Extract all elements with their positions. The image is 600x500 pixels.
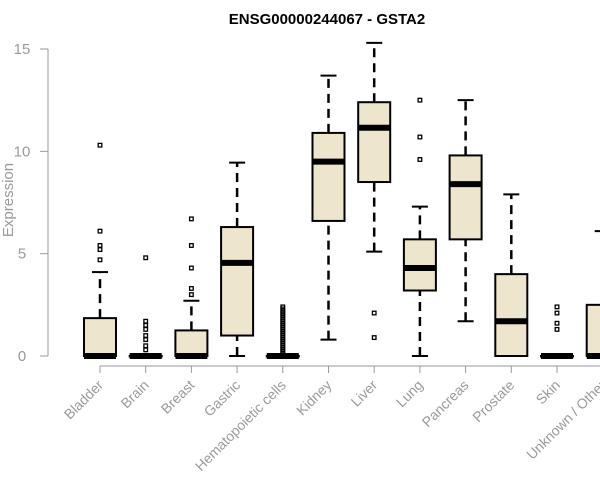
outlier-point (188, 286, 194, 291)
outlier-point (554, 320, 560, 326)
outlier-point (554, 326, 560, 332)
x-tick-label: Gastric (201, 377, 244, 420)
outlier-point (143, 347, 149, 353)
box (494, 273, 529, 357)
x-tick-label: Bladder (61, 377, 107, 423)
x-tick-label: Lung (393, 377, 426, 410)
outlier-point (280, 304, 286, 310)
outlier-point (188, 216, 194, 222)
outlier-point (554, 310, 560, 316)
outlier-point (143, 318, 149, 324)
y-tick-label: 5 (18, 246, 26, 263)
outlier-point (143, 337, 149, 343)
outlier-point (188, 265, 194, 271)
outlier-point (188, 292, 194, 298)
outlier-point (97, 247, 103, 253)
box (174, 329, 209, 357)
chart-title: ENSG00000244067 - GSTA2 (229, 11, 426, 28)
outlier-point (188, 243, 194, 248)
outlier-point (97, 228, 103, 234)
x-tick-label: Pancreas (419, 377, 472, 430)
box (585, 303, 600, 358)
box (357, 101, 392, 184)
outlier-point (143, 343, 149, 349)
outlier-point (417, 157, 423, 162)
box (402, 238, 437, 292)
y-axis-label: Expression (0, 163, 17, 237)
outlier-point (554, 304, 560, 310)
box (311, 131, 346, 222)
outlier-point (97, 243, 103, 248)
outlier-point (97, 257, 103, 263)
x-tick-label: Breast (158, 377, 198, 417)
outlier-point (143, 322, 149, 328)
outlier-point (417, 97, 423, 103)
box (83, 317, 117, 357)
outlier-point (143, 255, 149, 261)
outlier-point (371, 310, 377, 316)
x-tick-label: Liver (348, 377, 381, 410)
y-tick-label: 0 (18, 348, 26, 365)
plot-area: 0 5 10 15 Bladder Brain Breast GastricHematopoi… (14, 41, 600, 474)
x-tick-label: Kidney (293, 377, 335, 419)
outlier-point (371, 335, 377, 341)
outlier-point (97, 142, 103, 148)
box (220, 226, 255, 337)
x-tick-label: Skin (533, 377, 564, 408)
y-tick-label: 15 (14, 41, 31, 58)
box (448, 154, 483, 241)
outlier-point (143, 326, 149, 332)
y-tick-label: 10 (14, 143, 31, 160)
outlier-point (417, 134, 423, 140)
x-tick-label: Brain (117, 377, 151, 411)
x-tick-label: Prostate (469, 377, 517, 425)
outlier-point (143, 333, 149, 338)
x-tick-label: Hematopoietic cells (192, 377, 289, 474)
